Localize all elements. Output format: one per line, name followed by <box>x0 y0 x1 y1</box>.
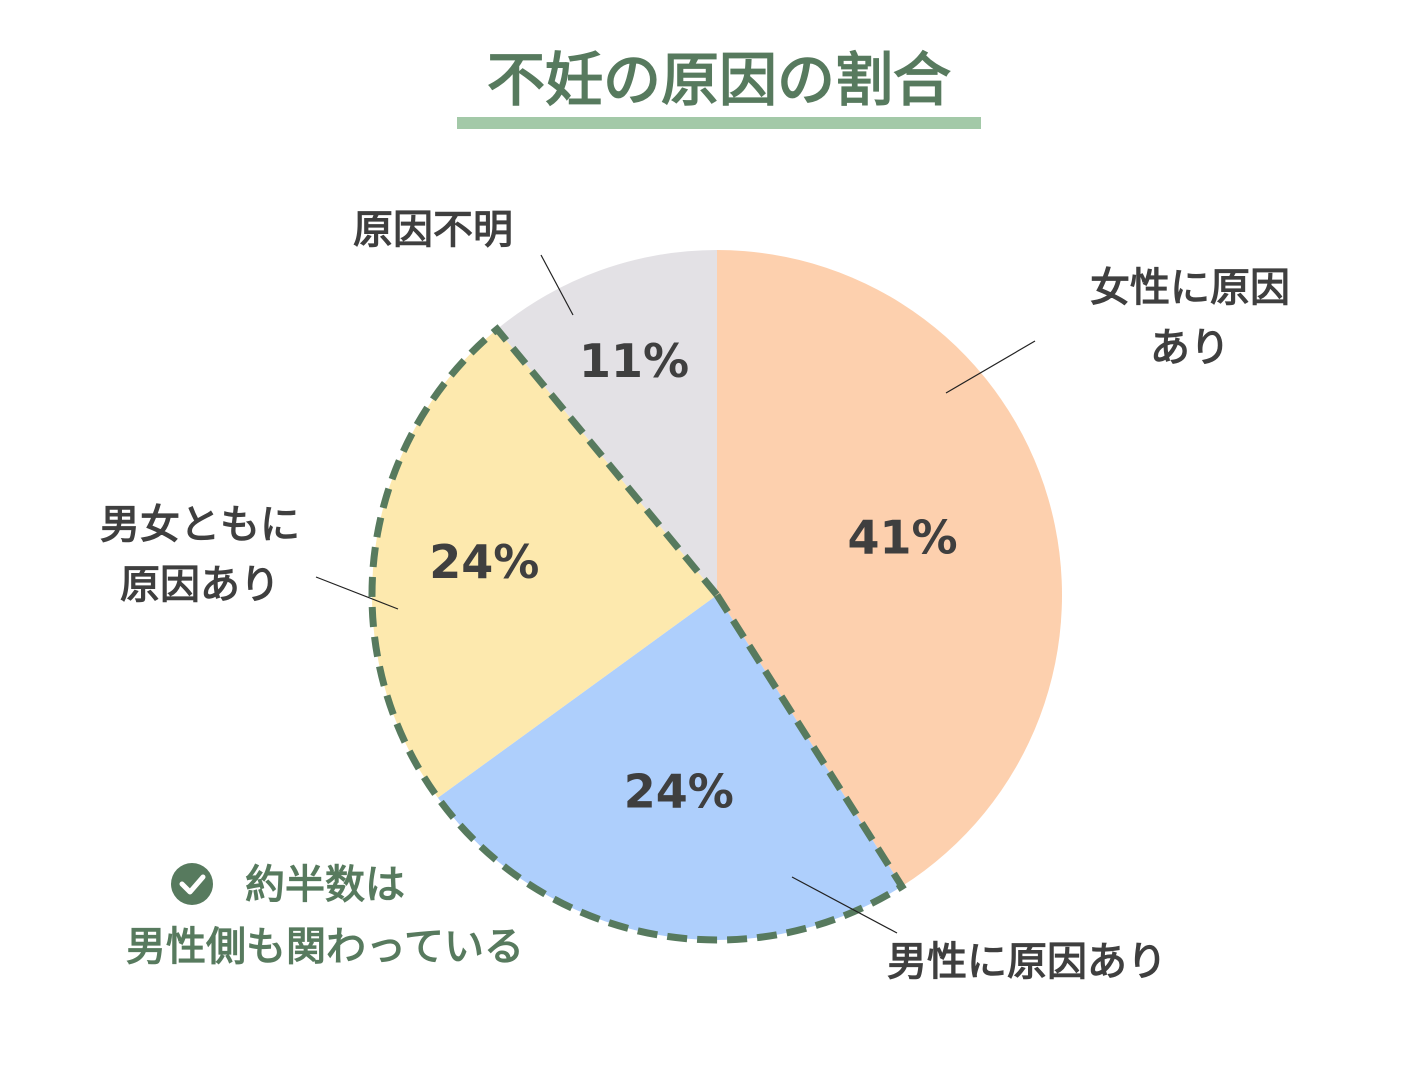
value-label: 24% <box>624 764 734 818</box>
check-icon <box>171 863 213 905</box>
title-underline <box>457 117 981 129</box>
category-label: 原因不明 <box>353 207 513 253</box>
category-label: 男性に原因あり <box>887 939 1167 985</box>
value-label: 11% <box>579 334 689 388</box>
value-label: 24% <box>429 535 539 589</box>
highlight-outline <box>368 324 907 944</box>
leader-line <box>791 876 898 934</box>
pie-slice <box>437 595 902 941</box>
value-label: 41% <box>847 511 957 565</box>
chart-title: 不妊の原因の割合 <box>486 46 952 114</box>
category-label: 男女ともに 原因あり <box>100 502 300 608</box>
annotation: 約半数は 男性側も関わっている <box>126 862 524 970</box>
leader-line <box>540 254 574 316</box>
pie-slice <box>372 329 717 798</box>
category-label: 女性に原因あり <box>1090 265 1290 371</box>
check-mark <box>179 874 206 895</box>
leader-line <box>945 340 1036 394</box>
pie-slice <box>497 250 717 595</box>
leader-line <box>315 576 399 610</box>
